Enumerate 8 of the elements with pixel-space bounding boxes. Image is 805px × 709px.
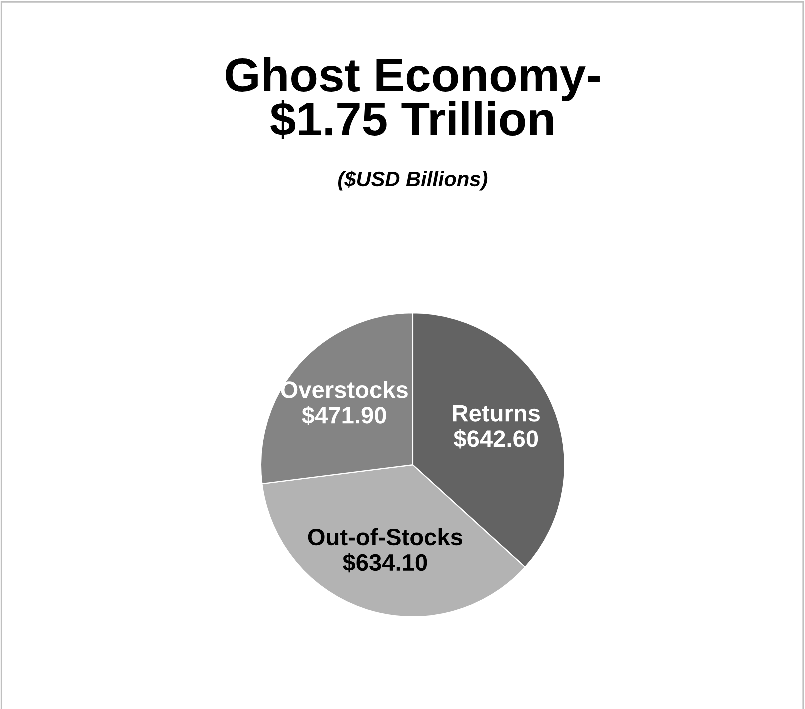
slice-label: Returns [453,405,540,422]
slice-label: Out-of-Stocks [308,528,463,546]
slice-label: Overstocks [281,381,408,398]
chart-subtitle: ($USD Billions) [338,170,488,191]
chart-title: Ghost Economy- $1.75 Trillion [226,57,600,140]
data-label: $642.60 [454,430,538,449]
data-label: $634.10 [343,553,428,573]
data-label: $471.90 [302,406,386,426]
